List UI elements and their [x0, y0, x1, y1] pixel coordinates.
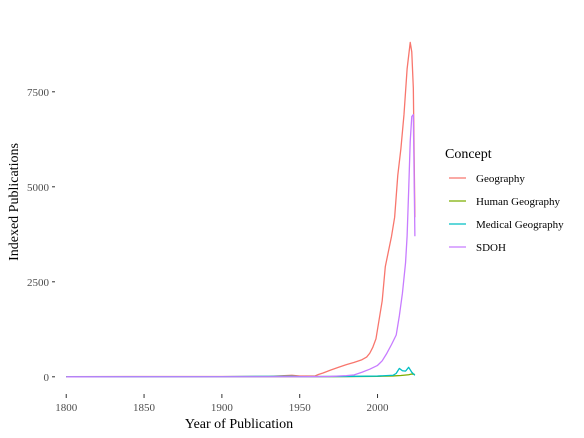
x-axis-title: Year of Publication	[185, 417, 293, 432]
legend-items: Geography Human Geography Medical Geograph…	[449, 173, 564, 254]
y-axis-title: Indexed Publications	[7, 143, 22, 261]
y-tick-label: 7500	[27, 87, 50, 99]
legend-label-human-geography: Human Geography	[476, 196, 561, 208]
y-tick-label: 2500	[27, 277, 50, 289]
series-layer	[66, 41, 416, 378]
x-tick-label: 1800	[55, 402, 78, 414]
series-line-sdoh	[66, 113, 416, 378]
x-tick-label: 2000	[367, 402, 390, 414]
x-tick-label: 1900	[211, 402, 234, 414]
axis-layer: 0 2500 5000 7500 1800 1850 1900 1950 2000	[27, 87, 389, 414]
y-tick-label: 5000	[27, 182, 50, 194]
legend: Concept Geography Human Geography Medical …	[445, 147, 564, 254]
x-tick-label: 1950	[289, 402, 312, 414]
y-tick-label: 0	[44, 372, 50, 384]
legend-label-sdoh: SDOH	[476, 242, 506, 254]
legend-title: Concept	[445, 147, 492, 162]
x-tick-label: 1850	[133, 402, 156, 414]
series-line-geography	[66, 41, 416, 378]
legend-label-geography: Geography	[476, 173, 525, 185]
legend-label-medical-geography: Medical Geography	[476, 219, 564, 231]
